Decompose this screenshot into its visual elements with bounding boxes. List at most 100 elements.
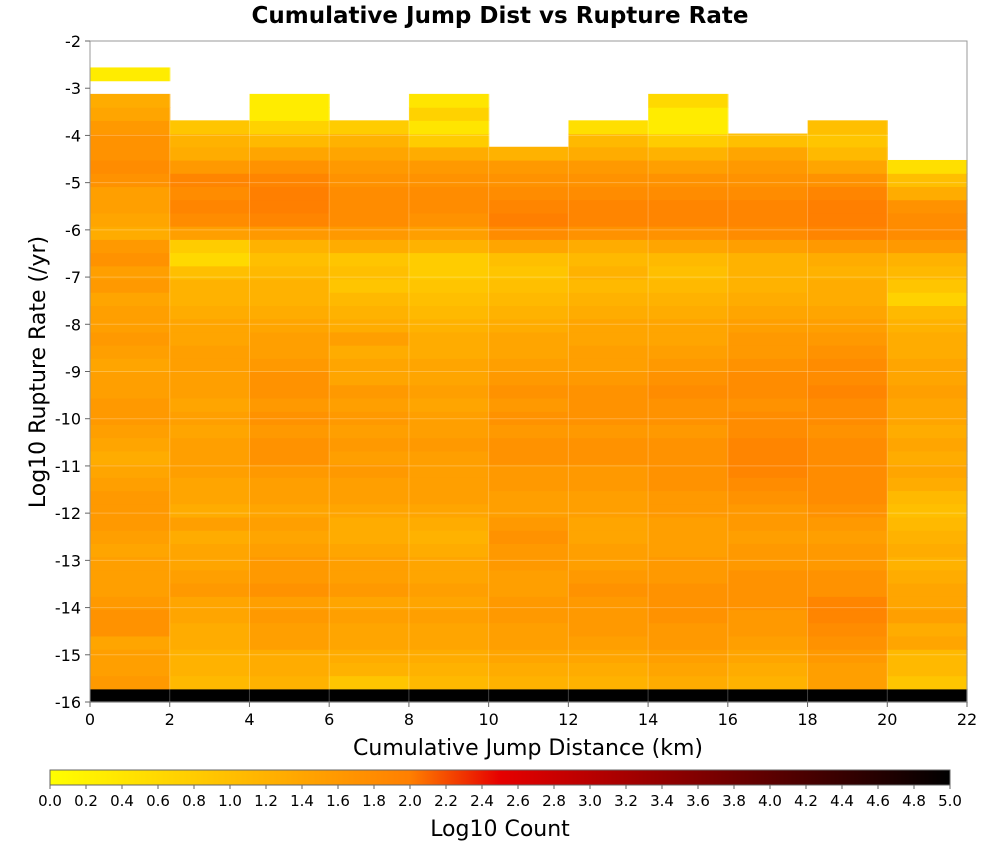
- heatmap-cell: [249, 543, 330, 558]
- heatmap-cell: [648, 516, 729, 531]
- heatmap-cell: [648, 464, 729, 478]
- x-tick-label: 4: [244, 710, 254, 729]
- heatmap-cell: [727, 252, 809, 267]
- heatmap-cell: [568, 437, 649, 452]
- heatmap-cell: [90, 543, 171, 558]
- heatmap-cell: [488, 397, 569, 412]
- colorbar-tick-label: 1.4: [290, 792, 314, 810]
- x-tick-label: 20: [877, 710, 897, 729]
- heatmap-cell: [568, 265, 649, 280]
- heatmap-cell: [329, 662, 410, 677]
- heatmap-cell: [727, 609, 809, 624]
- heatmap-cell: [169, 120, 251, 135]
- heatmap-cell: [887, 384, 968, 399]
- heatmap-cell: [488, 450, 569, 465]
- heatmap-cell: [249, 226, 330, 240]
- heatmap-cell: [329, 649, 410, 663]
- heatmap-cell: [568, 226, 649, 240]
- heatmap-cell: [727, 226, 809, 240]
- heatmap-cell: [727, 278, 809, 293]
- heatmap-cell: [249, 292, 330, 306]
- heatmap-cell: [488, 226, 569, 240]
- heatmap-cell: [727, 384, 809, 399]
- heatmap-cell: [887, 596, 968, 611]
- heatmap-cell: [488, 305, 569, 320]
- heatmap-cell: [648, 530, 729, 544]
- heatmap-cell: [488, 159, 569, 174]
- heatmap-cell: [648, 622, 729, 637]
- colorbar-tick-label: 4.8: [902, 792, 926, 810]
- heatmap-cell: [408, 397, 490, 412]
- x-tick-label: 12: [558, 710, 578, 729]
- heatmap-cell: [648, 133, 729, 148]
- heatmap-cell: [90, 516, 171, 531]
- heatmap-cell: [727, 239, 809, 254]
- heatmap-cell: [648, 649, 729, 663]
- heatmap-cell: [408, 93, 490, 108]
- heatmap-cell: [249, 464, 330, 478]
- heatmap-cell: [249, 411, 330, 425]
- heatmap-cell: [90, 146, 171, 161]
- heatmap-cell: [249, 424, 330, 439]
- heatmap-cell: [488, 239, 569, 254]
- heatmap-cell: [249, 93, 330, 108]
- heatmap-cell: [648, 252, 729, 267]
- heatmap-cell: [488, 212, 569, 227]
- heatmap-cell: [648, 424, 729, 439]
- colorbar-tick-label: 4.6: [866, 792, 890, 810]
- colorbar-tick-label: 0.4: [110, 792, 134, 810]
- heatmap-cell: [727, 490, 809, 505]
- heatmap-cell: [568, 120, 649, 135]
- x-axis: 0 2 4 6 8 10 12 14 16 18 20 22: [85, 702, 977, 729]
- heatmap-cell: [648, 305, 729, 320]
- x-tick-label: 6: [324, 710, 334, 729]
- heatmap-cell: [568, 609, 649, 624]
- heatmap-cell: [329, 424, 410, 439]
- heatmap-cell: [568, 569, 649, 584]
- heatmap-cell: [169, 516, 251, 531]
- heatmap-cell: [408, 120, 490, 135]
- heatmap-cell: [488, 583, 569, 597]
- heatmap-cell: [807, 305, 888, 320]
- heatmap-cell: [329, 411, 410, 425]
- heatmap-cell: [408, 146, 490, 161]
- heatmap-cell: [488, 609, 569, 624]
- heatmap-cell: [568, 675, 649, 690]
- heatmap-cell: [408, 609, 490, 624]
- heatmap-cell: [169, 358, 251, 373]
- heatmap-cell: [329, 477, 410, 492]
- heatmap-cell: [408, 199, 490, 214]
- heatmap-cell: [169, 635, 251, 650]
- heatmap-cell: [887, 371, 968, 386]
- heatmap-cell: [568, 186, 649, 201]
- colorbar-tick-label: 3.2: [614, 792, 638, 810]
- heatmap-cell: [488, 292, 569, 306]
- heatmap-cell: [329, 358, 410, 373]
- heatmap-cell: [408, 543, 490, 558]
- heatmap-cell: [807, 556, 888, 571]
- heatmap-cell: [408, 292, 490, 306]
- heatmap-cell: [249, 622, 330, 637]
- colorbar-tick-label: 2.6: [506, 792, 530, 810]
- heatmap-cell: [648, 477, 729, 492]
- heatmap-cell: [90, 345, 171, 359]
- heatmap-cell: [568, 516, 649, 531]
- heatmap-cell: [727, 318, 809, 333]
- heatmap-cell: [727, 556, 809, 571]
- heatmap-cell: [568, 371, 649, 386]
- heatmap-cell: [807, 278, 888, 293]
- heatmap-cell: [648, 186, 729, 201]
- heatmap-cell: [807, 173, 888, 188]
- heatmap-cell: [807, 212, 888, 227]
- heatmap-cell: [488, 530, 569, 544]
- heatmap-cell: [727, 688, 809, 703]
- heatmap-cell: [169, 609, 251, 624]
- heatmap-cell: [488, 543, 569, 558]
- heatmap-cell: [648, 292, 729, 306]
- y-tick-label: -12: [55, 504, 81, 523]
- heatmap-cell: [488, 252, 569, 267]
- heatmap-cell: [408, 477, 490, 492]
- heatmap-cell: [807, 411, 888, 425]
- heatmap-cell: [648, 662, 729, 677]
- heatmap-cell: [887, 569, 968, 584]
